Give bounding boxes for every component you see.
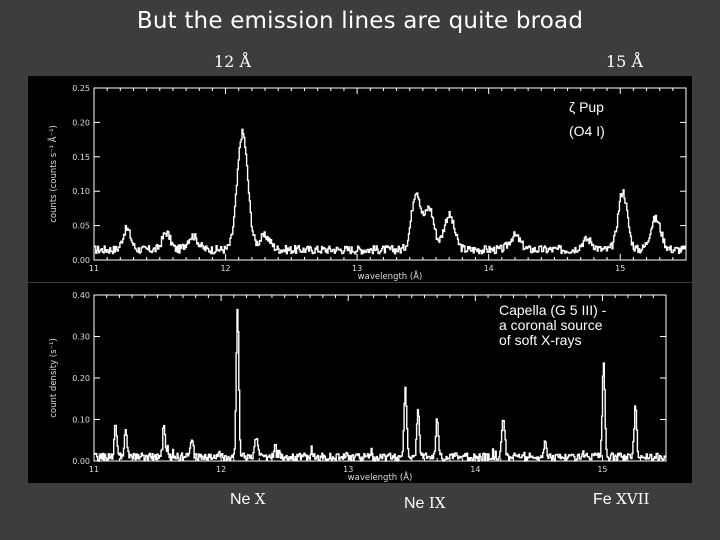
x-axis-label: wavelength (Å): [348, 471, 413, 483]
x-tick-label: 14: [484, 264, 494, 273]
ion-stage: IX: [428, 494, 446, 512]
ion-label-ne-x: Ne X: [230, 490, 266, 509]
y-tick-label: 0.10: [72, 416, 90, 425]
zeta-pup-label: ζ Pup (O4 I): [569, 95, 605, 143]
capella-spectrum-panel: 11 12 13 14 15 0.00 0.10 0.20 0.30 0.40 wavelength…: [28, 283, 692, 483]
ion-stage: XVII: [616, 490, 650, 508]
capella-label-line-2: a coronal source: [499, 317, 603, 333]
ion-element: Ne: [404, 495, 425, 512]
x-tick-label: 11: [89, 264, 99, 273]
y-axis-label: count density (s⁻¹): [49, 338, 59, 418]
ion-label-ne-ix: Ne IX: [404, 494, 446, 513]
y-tick-label: 0.20: [72, 374, 90, 383]
capella-spectrum-chart: 11 12 13 14 15 0.00 0.10 0.20 0.30 0.40 wavelength…: [49, 291, 667, 483]
x-tick-label: 11: [89, 465, 99, 474]
x-tick-label: 13: [352, 264, 362, 273]
plot-frame: [93, 87, 687, 261]
y-tick-label: 0.05: [72, 222, 90, 231]
x-tick-label: 15: [597, 465, 607, 474]
y-tick-label: 0.30: [72, 333, 90, 342]
y-tick-label: 0.20: [72, 118, 90, 127]
ion-label-fe-xvii: Fe XVII: [593, 490, 650, 509]
y-tick-label: 0.00: [72, 256, 90, 265]
capella-label-line-3: of soft X-rays: [499, 332, 582, 348]
zeta-pup-spectrum-panel: 11 12 13 14 15 0.00 0.05 0.10 0.15 0.20 0.25 wavele…: [28, 76, 692, 282]
ion-stage: X: [254, 490, 266, 508]
zeta-pup-label-line-1: ζ Pup: [569, 99, 604, 115]
ion-element: Ne: [230, 491, 251, 508]
y-tick-label: 0.25: [72, 84, 90, 93]
x-tick-label: 15: [615, 264, 625, 273]
ion-element: Fe: [593, 491, 612, 508]
slide-title: But the emission lines are quite broad: [136, 8, 584, 34]
zeta-pup-label-line-2: (O4 I): [569, 123, 605, 139]
x-tick-label: 13: [343, 465, 353, 474]
y-tick-label: 0.10: [72, 187, 90, 196]
capella-label: Capella (G 5 III) - a coronal source of …: [499, 303, 606, 348]
capella-label-line-1: Capella (G 5 III) -: [499, 302, 607, 318]
zeta-pup-spectrum-chart: 11 12 13 14 15 0.00 0.05 0.10 0.15 0.20 0.25 wavele…: [47, 84, 687, 282]
spectrum-line: [94, 128, 686, 255]
spectrum-line: [94, 308, 666, 462]
y-tick-label: 0.40: [72, 291, 90, 300]
marker-15-angstrom: 15 Å: [606, 52, 643, 71]
y-axis-label: counts (counts s⁻¹ Å⁻¹): [47, 125, 59, 223]
x-tick-label: 12: [216, 465, 226, 474]
marker-12-angstrom: 12 Å: [214, 52, 251, 71]
y-tick-label: 0.00: [72, 457, 90, 466]
y-tick-label: 0.15: [72, 153, 90, 162]
x-tick-label: 14: [470, 465, 480, 474]
x-axis-label: wavelength (Å): [358, 270, 423, 282]
x-tick-label: 12: [220, 264, 230, 273]
